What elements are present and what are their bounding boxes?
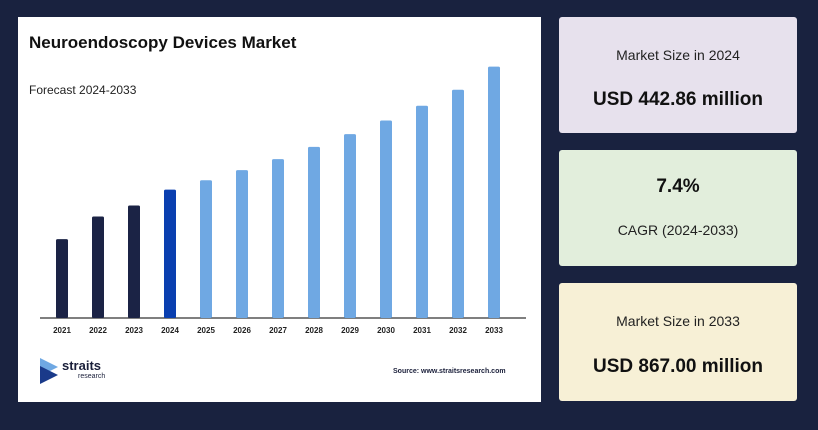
bar-2027 <box>272 159 284 318</box>
bar-2033 <box>488 66 500 318</box>
x-tick-label-2030: 2030 <box>377 326 395 335</box>
x-tick-label-2024: 2024 <box>161 326 179 335</box>
source-note: Source: www.straitsresearch.com <box>393 368 506 375</box>
market-2024-label: Market Size in 2024 <box>616 47 740 63</box>
x-tick-label-2031: 2031 <box>413 326 431 335</box>
logo-wordmark: straits <box>62 358 102 373</box>
x-tick-label-2022: 2022 <box>89 326 107 335</box>
x-tick-label-2021: 2021 <box>53 326 71 335</box>
stat-card-market-2033: Market Size in 2033 USD 867.00 million <box>559 283 797 401</box>
straits-logo: straits research <box>38 356 158 386</box>
bar-2031 <box>416 105 428 318</box>
x-tick-label-2023: 2023 <box>125 326 143 335</box>
stat-card-market-2024: Market Size in 2024 USD 442.86 million <box>559 17 797 133</box>
bar-chart: 2021 2022 2023 2024 2025 2026 2027 2028 2029 2030… <box>40 66 526 335</box>
bar-2023 <box>128 205 140 318</box>
market-2033-value: USD 867.00 million <box>592 356 763 377</box>
bar-2028 <box>308 146 320 318</box>
chart-subtitle: Forecast 2024-2033 <box>29 83 137 97</box>
x-tick-label-2028: 2028 <box>305 326 323 335</box>
bar-2029 <box>344 134 356 318</box>
bar-2024 <box>164 189 176 318</box>
bar-2032 <box>452 89 464 319</box>
x-tick-label-2026: 2026 <box>233 326 251 335</box>
x-tick-label-2032: 2032 <box>449 326 467 335</box>
bar-2022 <box>92 216 104 318</box>
x-tick-label-2029: 2029 <box>341 326 359 335</box>
bar-2026 <box>236 170 248 318</box>
market-2033-label: Market Size in 2033 <box>616 313 740 329</box>
x-tick-label-2027: 2027 <box>269 326 287 335</box>
x-tick-label-2025: 2025 <box>197 326 215 335</box>
cagr-label: CAGR (2024-2033) <box>617 222 739 238</box>
market-2024-value: USD 442.86 million <box>592 89 763 110</box>
chart-panel: 2021 2022 2023 2024 2025 2026 2027 2028 2029 2030… <box>18 17 541 402</box>
chart-title: Neuroendoscopy Devices Market <box>29 33 297 52</box>
cagr-value: 7.4% <box>656 176 700 197</box>
straits-logo-icon <box>40 358 58 384</box>
logo-subtext: research <box>78 373 106 380</box>
bar-2021 <box>56 239 68 318</box>
x-tick-label-2033: 2033 <box>485 326 503 335</box>
bar-2030 <box>380 120 392 318</box>
stat-card-cagr: 7.4% CAGR (2024-2033) <box>559 150 797 266</box>
bar-2025 <box>200 180 212 318</box>
